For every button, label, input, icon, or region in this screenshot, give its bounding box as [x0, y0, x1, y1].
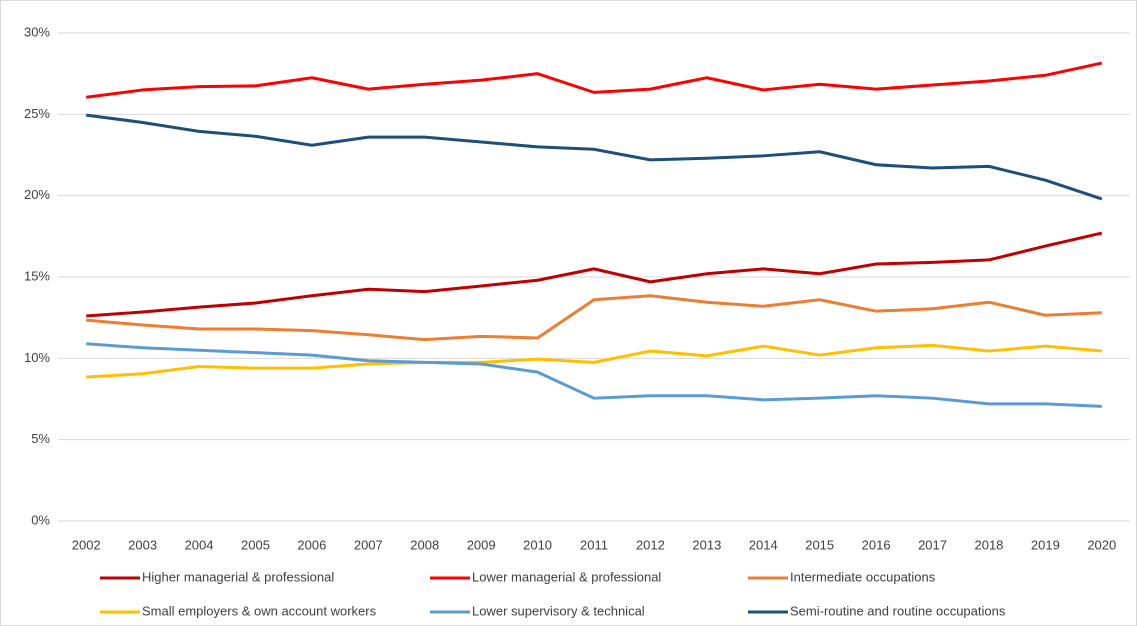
y-tick-label: 30% — [24, 24, 50, 39]
x-tick-label: 2017 — [918, 537, 947, 552]
x-tick-label: 2013 — [692, 537, 721, 552]
x-tick-label: 2015 — [805, 537, 834, 552]
x-tick-label: 2004 — [185, 537, 214, 552]
x-tick-label: 2010 — [523, 537, 552, 552]
x-tick-label: 2011 — [580, 537, 608, 552]
series-line — [86, 61, 1103, 99]
legend-label: Small employers & own account workers — [142, 603, 377, 618]
series-line — [86, 294, 1102, 342]
x-tick-label: 2006 — [297, 537, 326, 552]
y-tick-label: 5% — [31, 431, 50, 446]
legend-label: Semi-routine and routine occupations — [790, 603, 1006, 618]
y-tick-label: 15% — [24, 268, 50, 283]
legend-label: Higher managerial & professional — [142, 569, 334, 584]
series-line — [86, 231, 1103, 318]
legend-label: Intermediate occupations — [790, 569, 936, 584]
legend-label: Lower supervisory & technical — [472, 603, 645, 618]
x-tick-label: 2018 — [974, 537, 1003, 552]
x-tick-label: 2005 — [241, 537, 270, 552]
x-tick-label: 2020 — [1087, 537, 1116, 552]
x-tick-label: 2002 — [72, 537, 101, 552]
y-tick-label: 20% — [24, 187, 50, 202]
x-tick-label: 2016 — [862, 537, 891, 552]
x-tick-label: 2008 — [410, 537, 439, 552]
x-tick-label: 2009 — [467, 537, 496, 552]
series-line — [86, 343, 1102, 379]
series-line — [86, 342, 1102, 408]
x-tick-label: 2007 — [354, 537, 383, 552]
legend-label: Lower managerial & professional — [472, 569, 661, 584]
y-tick-label: 0% — [31, 512, 50, 527]
series-line — [86, 113, 1103, 201]
y-tick-label: 10% — [24, 350, 50, 365]
x-tick-label: 2019 — [1031, 537, 1060, 552]
x-tick-label: 2014 — [749, 537, 778, 552]
x-tick-label: 2012 — [636, 537, 665, 552]
x-tick-label: 2003 — [128, 537, 157, 552]
y-tick-label: 25% — [24, 106, 50, 121]
